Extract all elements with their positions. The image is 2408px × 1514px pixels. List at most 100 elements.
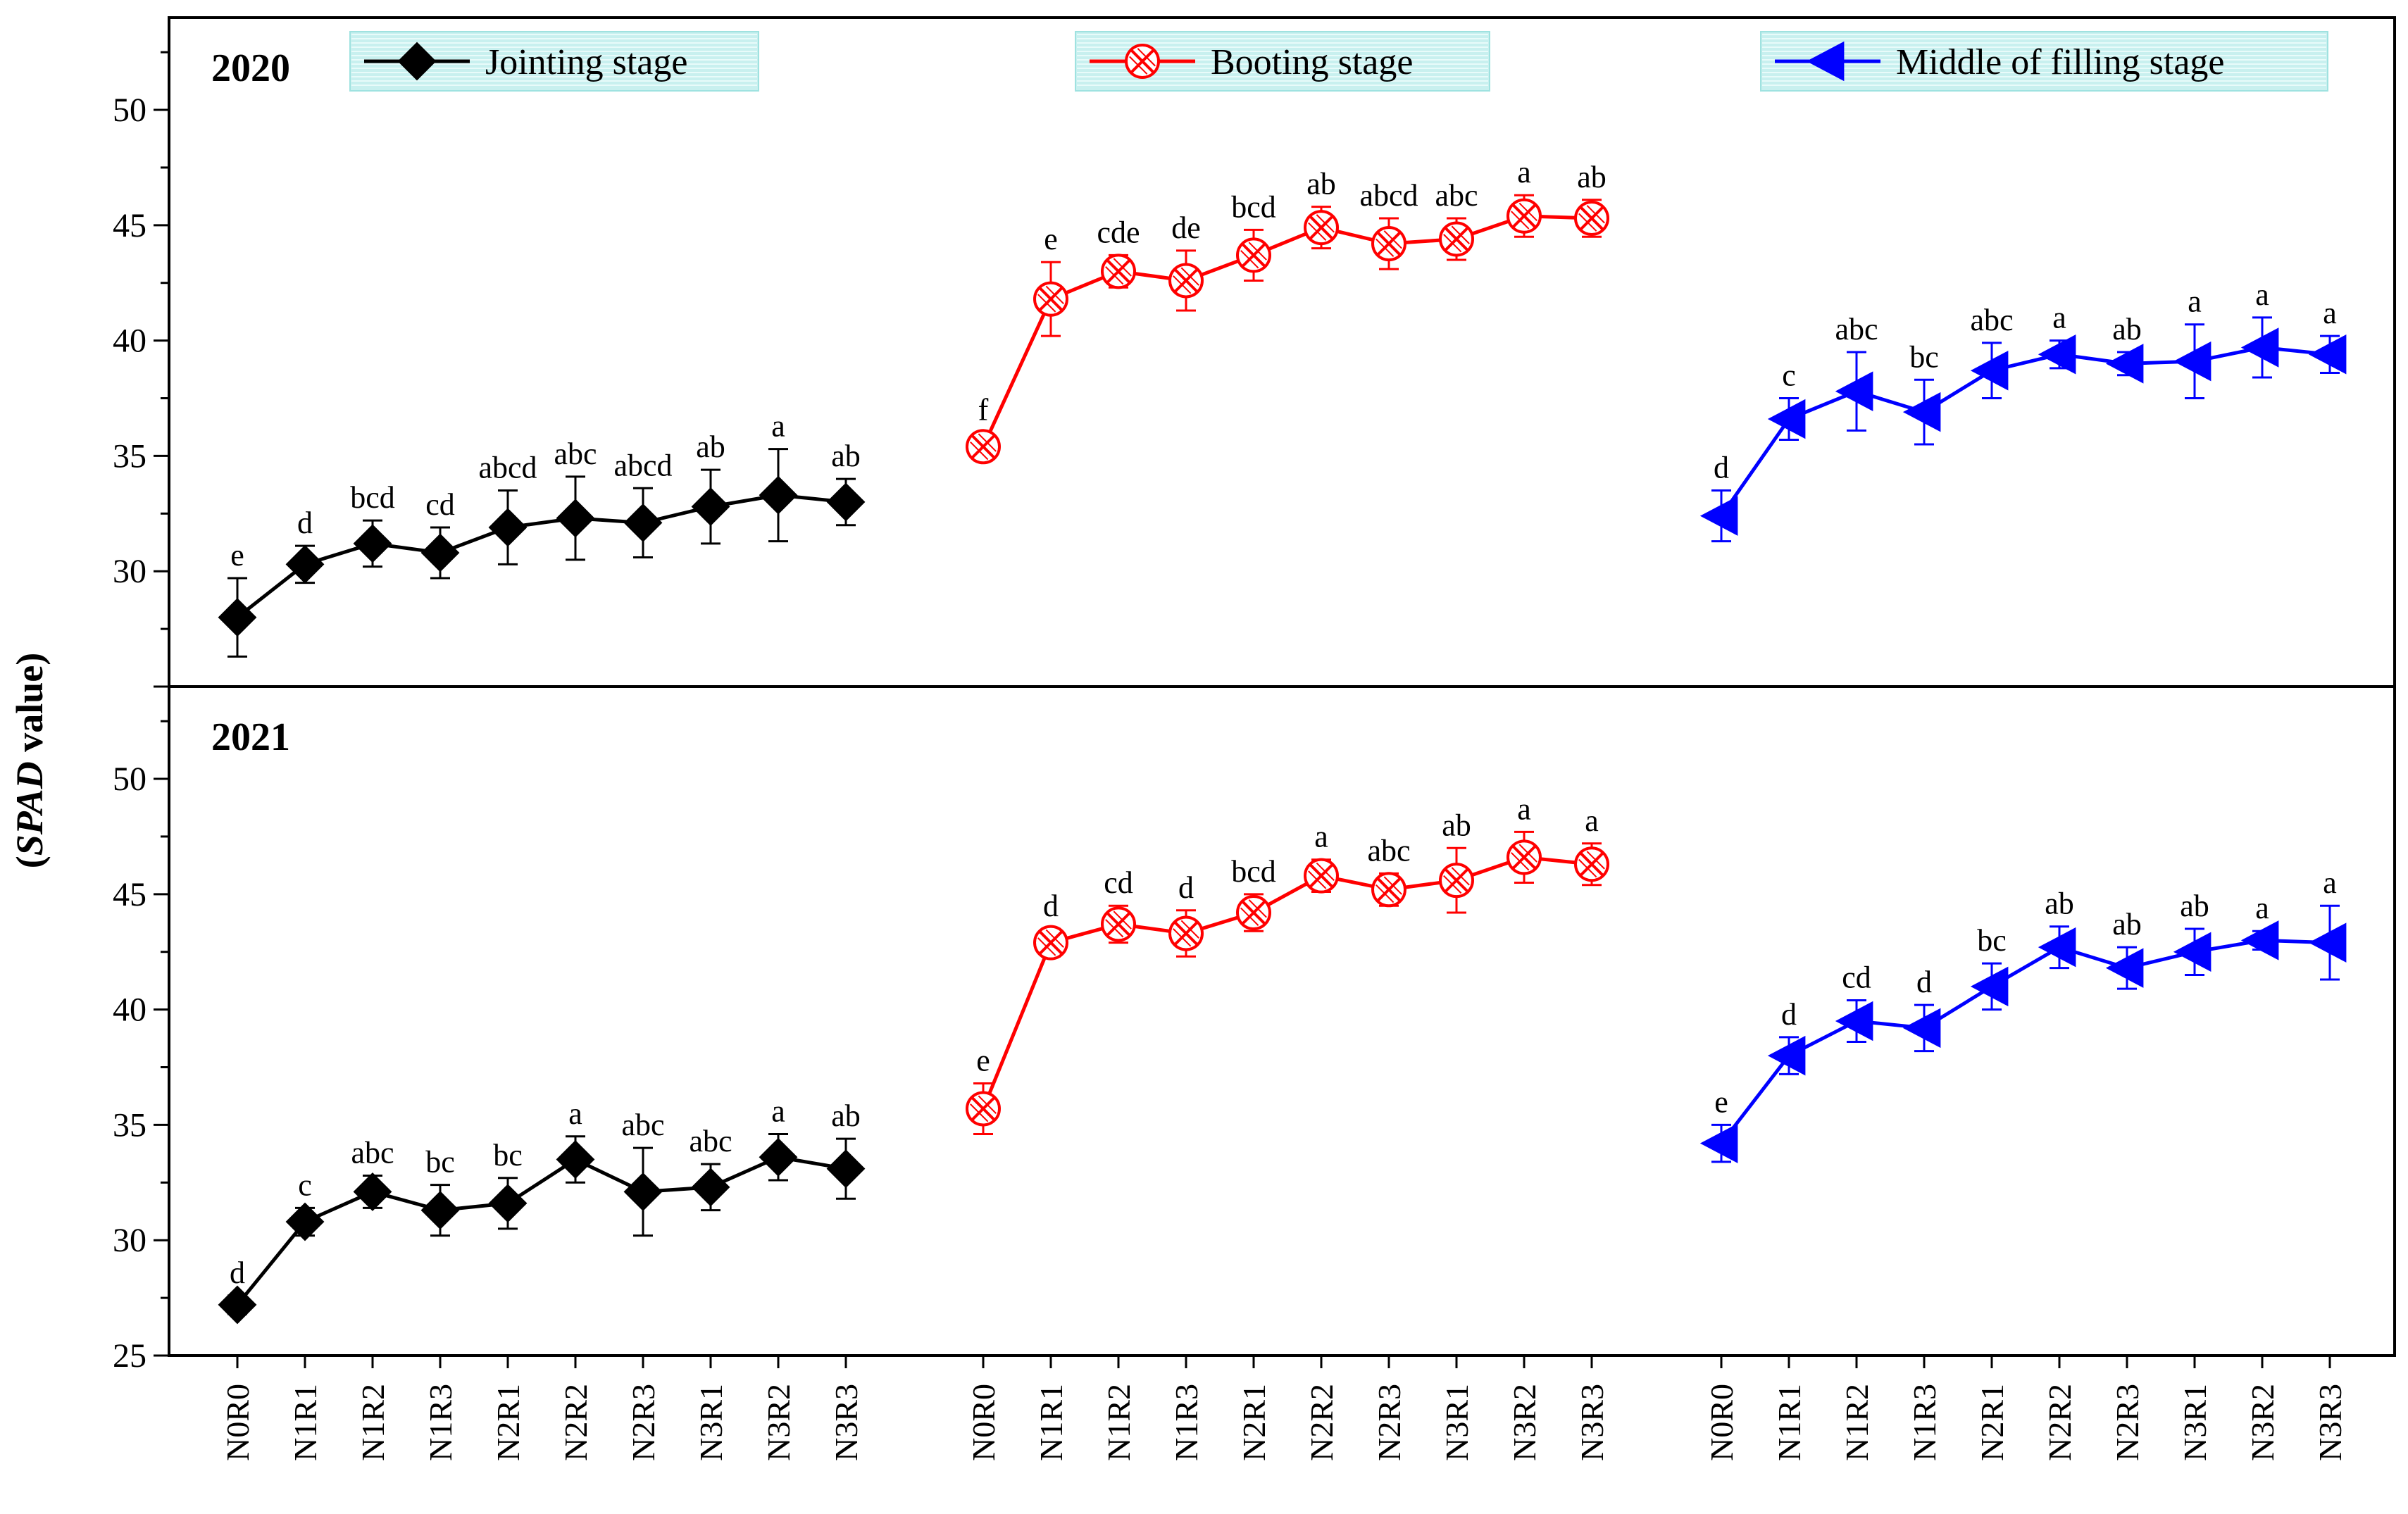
data-point [1236,895,1271,931]
significance-label: d [1178,870,1194,905]
significance-label: d [1916,965,1932,999]
significance-label: abc [554,437,597,471]
y-tick-label: 45 [113,876,146,913]
data-point [1168,263,1204,299]
legend-item-crossed-circle: Booting stage [1075,31,1490,92]
x-tick-label: N2R1 [490,1384,526,1461]
significance-label: a [1517,155,1531,189]
data-point [1236,237,1271,273]
data-point [2105,948,2144,988]
x-tick-label: N1R3 [1168,1384,1204,1461]
significance-label: e [976,1043,990,1077]
data-point [218,598,257,637]
data-point [1699,1123,1738,1163]
y-tick-label: 30 [113,1222,146,1259]
x-tick-label: N3R1 [693,1384,729,1461]
significance-label: cd [1842,961,1871,995]
data-point [623,1172,663,1211]
data-point [2240,327,2279,368]
x-tick-label: N1R2 [1839,1384,1875,1461]
significance-label: a [568,1096,582,1131]
y-tick-label: 30 [113,553,146,590]
significance-label: e [1714,1084,1728,1119]
data-point [1304,858,1339,894]
significance-label: bcd [350,480,395,515]
x-tick-label: N3R3 [2312,1384,2348,1461]
x-tick-label: N2R1 [1236,1384,1272,1461]
x-tick-label: N0R0 [220,1384,256,1461]
significance-label: cd [425,487,455,522]
data-point [420,1191,460,1230]
data-point [1767,1035,1806,1076]
legend-marker [1806,41,1845,82]
data-point [488,508,528,547]
legend-label: Jointing stage [485,42,687,82]
data-point [1902,1008,1941,1049]
data-point [691,1168,730,1207]
significance-label: abcd [1359,178,1418,213]
data-point [353,524,392,563]
significance-label: d [297,506,313,540]
significance-label: d [1043,889,1059,923]
legend-marker [1125,44,1160,79]
data-point [826,1149,866,1189]
x-tick-label: N1R1 [1033,1384,1069,1461]
data-point [2038,927,2076,968]
data-point [2240,920,2279,961]
data-point [1767,399,1806,439]
significance-label: bcd [1231,854,1276,889]
x-tick-label: N0R0 [1704,1384,1740,1461]
data-point [2173,932,2212,972]
data-point [556,499,595,538]
significance-label: ab [2112,907,2142,941]
data-point [1574,201,1609,236]
y-tick-label: 40 [113,991,146,1029]
x-tick-label: N1R3 [1907,1384,1942,1461]
significance-label: bc [1977,923,2007,958]
data-point [1835,1001,1873,1041]
significance-label: ab [696,430,725,464]
y-tick-label: 50 [113,761,146,798]
data-point [1033,925,1068,961]
significance-label: ab [831,439,861,473]
data-point [2308,922,2347,963]
x-tick-label: N2R3 [1371,1384,1407,1461]
x-tick-label: N1R2 [355,1384,391,1461]
data-point [353,1172,392,1211]
significance-label: e [1044,222,1058,256]
data-point [1304,210,1339,246]
series-line [1719,345,2331,518]
significance-label: c [1782,358,1796,393]
data-point [2105,344,2144,384]
significance-label: cd [1104,865,1133,900]
y-tick-label: 40 [113,323,146,360]
significance-label: a [2052,301,2066,335]
significance-label: ab [2045,887,2074,921]
significance-label: abc [689,1124,732,1158]
data-point [1371,226,1406,262]
year-label: 2020 [211,46,290,90]
significance-label: bcd [1231,189,1276,224]
data-point [488,1184,528,1223]
y-axis-label: (SPAD value) [8,653,51,869]
x-tick-label: N2R2 [558,1384,594,1461]
y-axis-label-suffix: value) [8,653,51,762]
legend-label: Middle of filling stage [1896,42,2224,82]
data-point [826,482,866,522]
y-axis-label-prefix: ( [8,856,51,868]
significance-label: ab [1442,808,1471,842]
significance-label: a [1314,820,1328,854]
x-tick-label: N1R1 [287,1384,323,1461]
data-point [1439,863,1474,899]
significance-label: a [2323,296,2337,330]
legend-item-diamond: Jointing stage [349,31,759,92]
y-tick-label: 45 [113,207,146,244]
series-left-triangle: e d cd d bc ab ab ab a a [1699,865,2347,1163]
series-line [236,493,847,619]
